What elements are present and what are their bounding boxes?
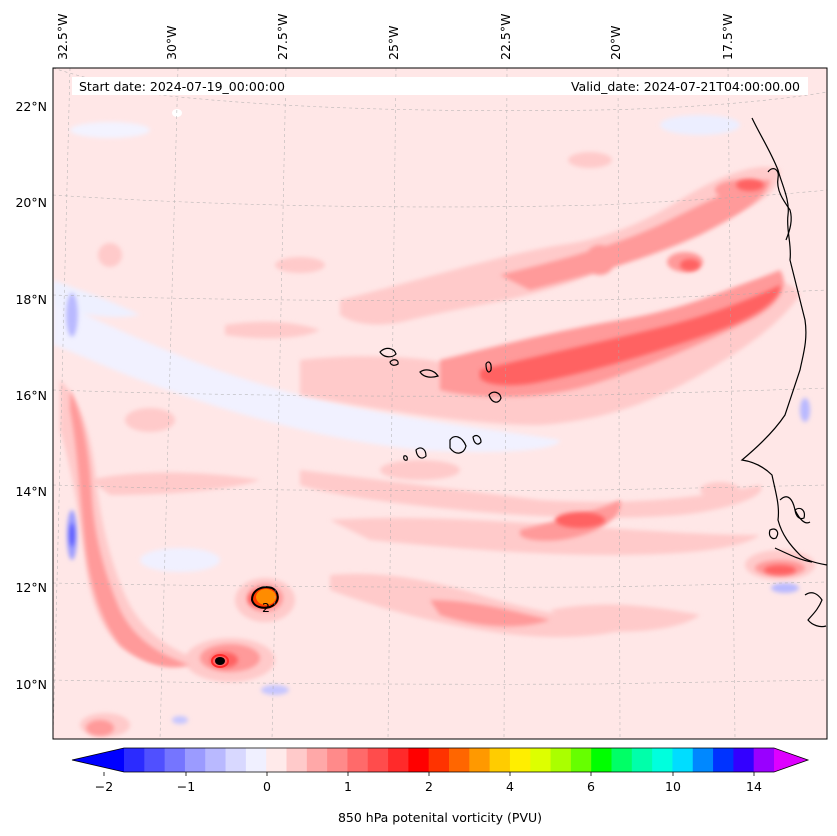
graticule — [53, 68, 827, 739]
colorbar-segment — [611, 748, 633, 772]
colorbar — [71, 747, 810, 776]
map-frame — [52, 67, 828, 740]
colorbar-tick-label: −1 — [177, 779, 195, 794]
lat-label: 14°N — [15, 484, 47, 499]
colorbar-segment — [408, 748, 430, 772]
colorbar-tick-label: 4 — [506, 779, 514, 794]
map-panel: 2 — [53, 68, 827, 739]
colorbar-segment — [205, 748, 226, 772]
colorbar-ticks: −2 −1 0 1 2 4 6 10 14 — [95, 779, 762, 794]
colorbar-segment — [672, 748, 694, 772]
lat-label: 12°N — [15, 580, 47, 595]
colorbar-segment — [591, 748, 612, 772]
colorbar-segment — [124, 748, 145, 772]
colorbar-segment — [245, 748, 267, 772]
lon-label: 17.5°W — [720, 14, 735, 60]
colorbar-segment — [469, 748, 491, 772]
colorbar-segment — [530, 748, 551, 772]
colorbar-segment — [306, 748, 328, 772]
colorbar-tick-label: 6 — [587, 779, 595, 794]
colorbar-segment — [631, 748, 653, 772]
coastline — [379, 117, 827, 628]
colorbar-segment — [144, 748, 166, 772]
lon-label: 22.5°W — [498, 14, 513, 60]
lon-label: 25°W — [386, 25, 401, 60]
latitude-labels: 22°N 20°N 18°N 16°N 14°N 12°N 10°N — [15, 99, 47, 692]
colorbar-tick-label: −2 — [95, 779, 113, 794]
colorbar-segment — [692, 748, 714, 772]
colorbar-segment — [388, 748, 409, 772]
colorbar-tick-label: 2 — [425, 779, 433, 794]
colorbar-tick-label: 14 — [746, 779, 762, 794]
contour-label: 2 — [262, 600, 270, 615]
colorbar-segment — [509, 748, 531, 772]
colorbar-segment — [570, 748, 592, 772]
lon-label: 32.5°W — [55, 14, 70, 60]
longitude-labels: 32.5°W 30°W 27.5°W 25°W 22.5°W 20°W 17.5… — [55, 14, 735, 60]
valid-date-title: Valid_date: 2024-07-21T04:00:00.00 — [571, 79, 800, 94]
colorbar-tick-label: 10 — [665, 779, 681, 794]
colorbar-segment — [428, 748, 450, 772]
lat-label: 10°N — [15, 677, 47, 692]
colorbar-segment — [753, 748, 775, 772]
start-date-title: Start date: 2024-07-19_00:00:00 — [79, 79, 285, 94]
lat-label: 18°N — [15, 292, 47, 307]
colorbar-title: 850 hPa potenital vorticity (PVU) — [338, 810, 542, 825]
colorbar-extend-min — [72, 748, 124, 772]
colorbar-tick-label: 1 — [344, 779, 352, 794]
colorbar-segment — [550, 748, 572, 772]
lat-label: 22°N — [15, 99, 47, 114]
lat-label: 20°N — [15, 195, 47, 210]
colorbar-segment — [164, 748, 186, 772]
colorbar-segment — [347, 748, 369, 772]
colorbar-segment — [713, 748, 734, 772]
lon-label: 30°W — [164, 25, 179, 60]
lon-label: 27.5°W — [275, 14, 290, 60]
colorbar-segment — [733, 748, 755, 772]
colorbar-segment — [367, 748, 389, 772]
colorbar-segment — [286, 748, 308, 772]
colorbar-extend-max — [774, 748, 808, 772]
colorbar-segment — [489, 748, 511, 772]
lon-label: 20°W — [608, 25, 623, 60]
colorbar-tick-label: 0 — [263, 779, 271, 794]
colorbar-outline — [71, 747, 810, 773]
vortex-cores — [172, 109, 279, 668]
colorbar-segment — [225, 748, 247, 772]
colorbar-segment — [184, 748, 206, 772]
header-box — [72, 77, 808, 95]
lat-label: 16°N — [15, 388, 47, 403]
colorbar-segment — [327, 748, 348, 772]
colorbar-segment — [652, 748, 673, 772]
colorbar-segment — [266, 748, 287, 772]
colorbar-segment — [449, 748, 470, 772]
